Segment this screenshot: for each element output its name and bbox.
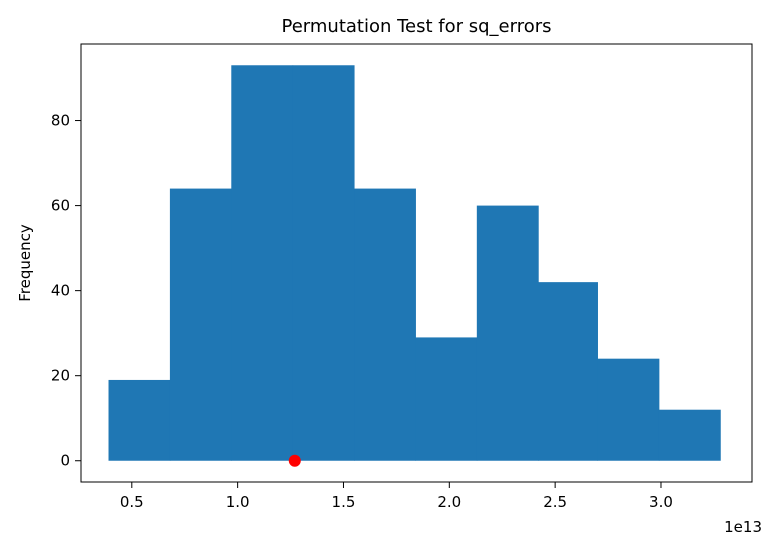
x-tick-label-2: 1.0 bbox=[226, 493, 250, 511]
x-axis: 0.5 1.0 1.5 2.0 2.5 3.0 bbox=[120, 482, 673, 511]
y-tick-label-3: 40 bbox=[51, 282, 70, 300]
chart-title: Permutation Test for sq_errors bbox=[282, 16, 552, 37]
histogram-bar-3 bbox=[231, 65, 294, 461]
x-tick-label-1: 0.5 bbox=[120, 493, 144, 511]
histogram-bar-9 bbox=[597, 358, 660, 461]
x-tick-label-4: 2.0 bbox=[437, 493, 461, 511]
y-tick-label-4: 60 bbox=[51, 197, 70, 215]
observed-statistic-point bbox=[288, 454, 301, 467]
histogram-bar-2 bbox=[169, 188, 232, 461]
x-tick-label-6: 3.0 bbox=[649, 493, 673, 511]
histogram-bar-10 bbox=[658, 409, 721, 461]
y-tick-label-1: 0 bbox=[60, 452, 70, 470]
x-tick-label-5: 2.5 bbox=[543, 493, 567, 511]
x-tick-label-3: 1.5 bbox=[332, 493, 356, 511]
histogram-bar-1 bbox=[108, 379, 171, 461]
histogram-bar-6 bbox=[415, 337, 478, 461]
y-axis-label: Frequency bbox=[16, 224, 34, 302]
histogram-bar-7 bbox=[476, 205, 539, 461]
plot-frame bbox=[80, 43, 753, 483]
x-axis-offset-label: 1e13 bbox=[724, 518, 762, 536]
y-tick-label-5: 80 bbox=[51, 112, 70, 130]
histogram-bar-8 bbox=[538, 282, 598, 461]
point-layer bbox=[288, 454, 301, 467]
bars-layer bbox=[108, 65, 721, 461]
y-axis: 0 20 40 60 80 bbox=[51, 112, 81, 470]
y-tick-label-2: 20 bbox=[51, 367, 70, 385]
histogram-bar-4 bbox=[292, 65, 355, 461]
histogram-bar-5 bbox=[354, 188, 416, 461]
